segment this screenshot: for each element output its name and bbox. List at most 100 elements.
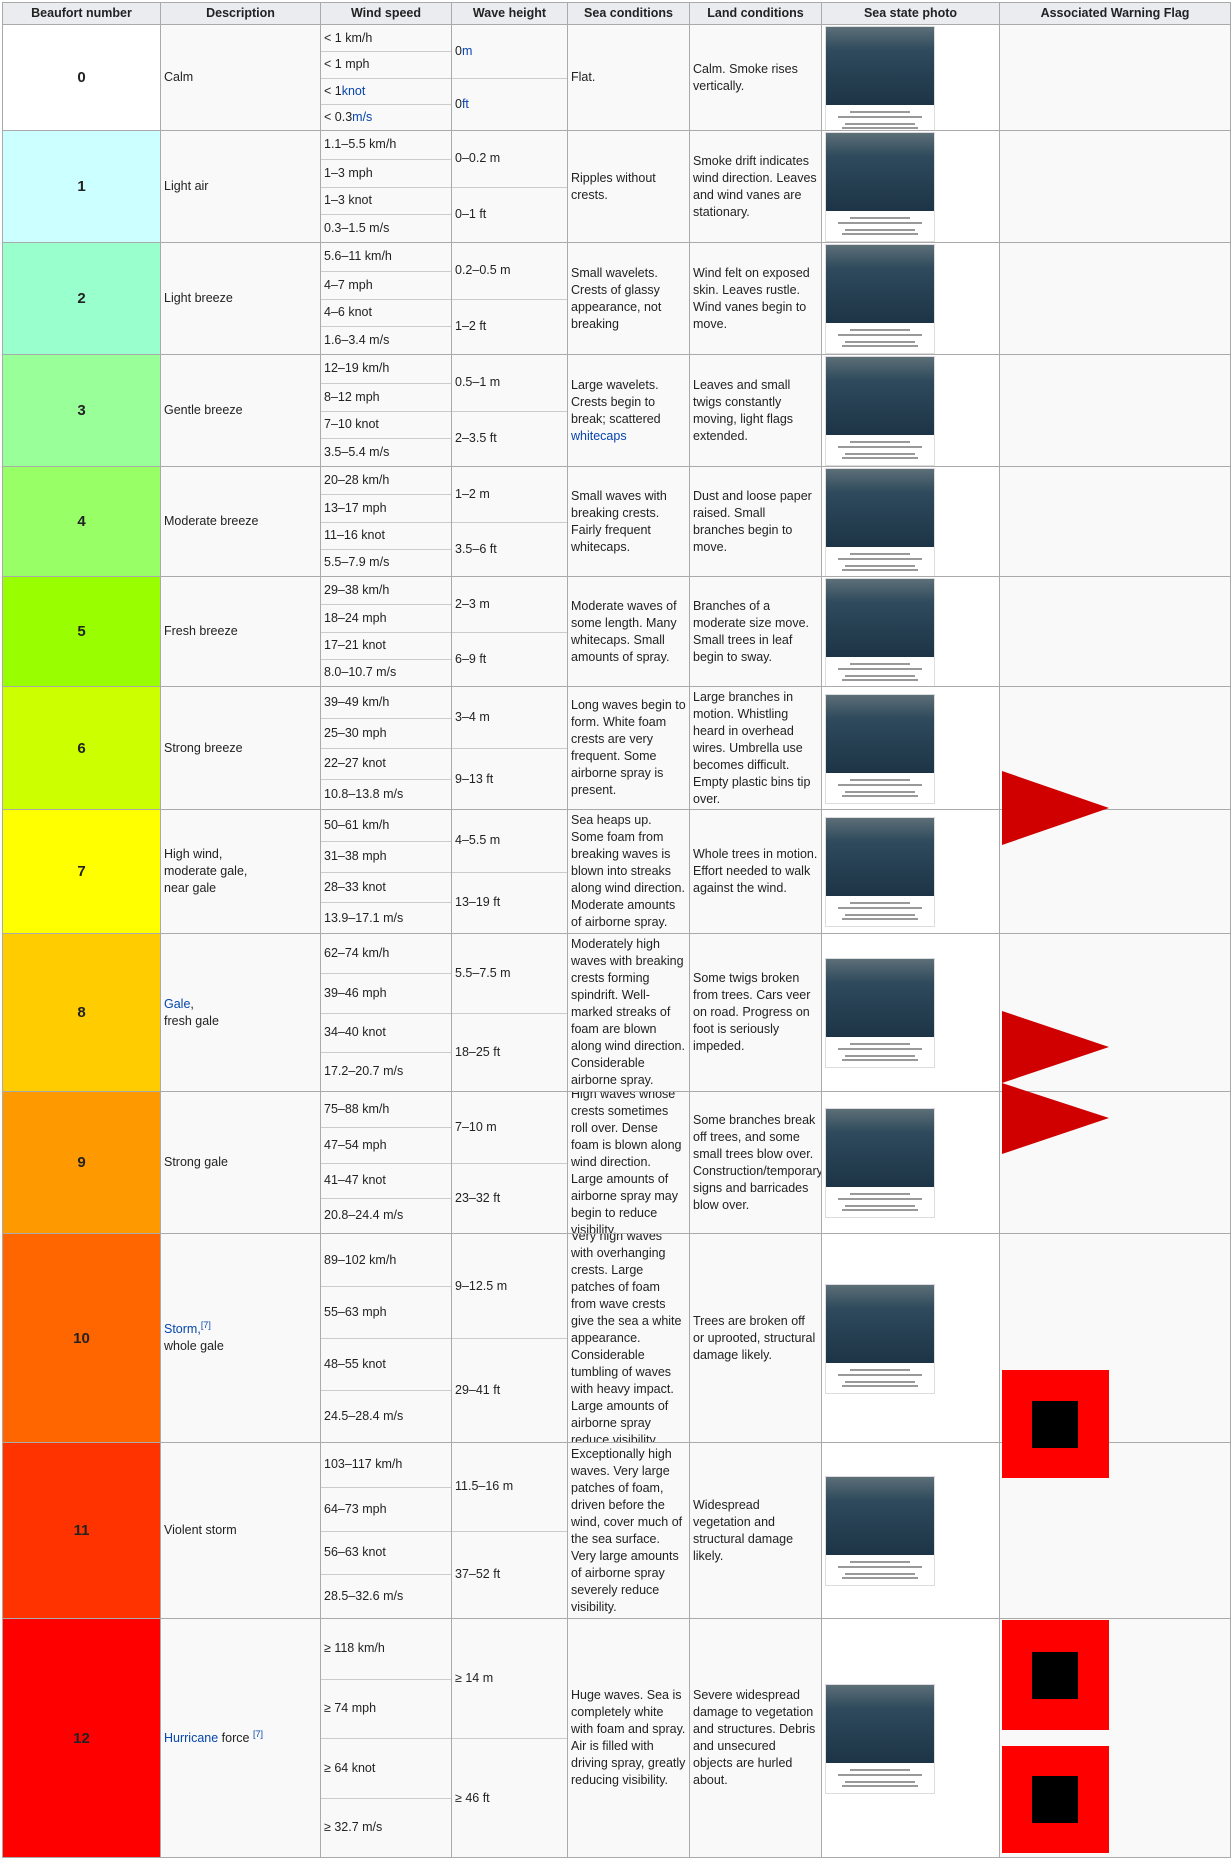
text: 17.2–20.7 m/s — [324, 1064, 404, 1079]
photo-image — [826, 1284, 934, 1363]
sea-conditions-text: Long waves begin to form. White foam cre… — [571, 697, 686, 799]
sea-conditions: Large wavelets. Crests begin to break; s… — [567, 354, 690, 467]
wind-speed: 1.1–5.5 km/h 1–3 mph 1–3 knot 0.3–1.5 m/s — [320, 130, 452, 243]
flag-cell — [999, 686, 1231, 810]
sea-state-photo[interactable] — [826, 818, 934, 926]
wind-speed-value: 89–102 km/h — [321, 1234, 451, 1286]
link[interactable]: whitecaps — [571, 428, 627, 443]
link[interactable]: knot — [341, 83, 366, 98]
wave-height: 3–4 m 9–13 ft — [451, 686, 568, 810]
beaufort-number: 3 — [2, 354, 161, 467]
photo-cell — [821, 130, 1000, 243]
wind-speed: ≥ 118 km/h ≥ 74 mph ≥ 64 knot ≥ 32.7 m/s — [320, 1618, 452, 1858]
wind-speed-value: 18–24 mph — [321, 604, 451, 631]
wave-height-value: 7–10 m — [452, 1092, 567, 1163]
wind-speed-value: 48–55 knot — [321, 1338, 451, 1390]
wind-speed-value: 28–33 knot — [321, 871, 451, 903]
text: 5.6–11 km/h — [324, 249, 392, 264]
sea-conditions: Very high waves with overhanging crests.… — [567, 1233, 690, 1443]
photo-caption-line — [845, 790, 915, 793]
land-conditions-text: Smoke drift indicates wind direction. Le… — [693, 153, 818, 221]
sea-conditions-text: Large wavelets. Crests begin to break; s… — [571, 377, 686, 445]
land-conditions: Branches of a moderate size move. Small … — [689, 576, 822, 687]
text: 75–88 km/h — [324, 1102, 390, 1117]
sea-state-photo[interactable] — [826, 1109, 934, 1217]
wind-speed-value: < 1 mph — [321, 51, 451, 77]
sea-conditions: High waves whose crests sometimes roll o… — [567, 1091, 690, 1234]
link[interactable]: Gale — [164, 996, 191, 1011]
reference[interactable]: [7] — [252, 1728, 263, 1739]
wind-speed-value: 0.3–1.5 m/s — [321, 214, 451, 242]
wave-height-value: 0.2–0.5 m — [452, 243, 567, 299]
wave-height-value: 4–5.5 m — [452, 810, 567, 872]
text: Gentle breeze — [164, 403, 243, 417]
text: 2–3 m — [455, 596, 490, 611]
wave-height: 9–12.5 m 29–41 ft — [451, 1233, 568, 1443]
photo-caption-line — [838, 668, 922, 670]
wind-speed-value: 4–7 mph — [321, 270, 451, 299]
text: Flat. — [571, 70, 596, 84]
text: 41–47 knot — [324, 1173, 386, 1188]
link[interactable]: m/s — [352, 109, 373, 124]
wind-speed: 29–38 km/h 18–24 mph 17–21 knot 8.0–10.7 m/… — [320, 576, 452, 687]
text: 29–38 km/h — [324, 583, 390, 598]
link[interactable]: ft — [461, 96, 469, 111]
text: 17–21 knot — [324, 638, 386, 653]
wave-height-value: ≥ 14 m — [452, 1619, 567, 1738]
text: Wind felt on exposed skin. Leaves rustle… — [693, 265, 810, 331]
text: Calm. Smoke rises vertically. — [693, 61, 798, 93]
photo-caption-line — [850, 1768, 910, 1771]
wind-speed-value: 50–61 km/h — [321, 810, 451, 841]
column-header: Associated Warning Flag — [999, 2, 1231, 25]
link[interactable]: Hurricane — [164, 1730, 219, 1745]
text: ≥ 64 knot — [324, 1760, 376, 1775]
wind-speed-value: ≥ 74 mph — [321, 1678, 451, 1739]
sea-conditions: Moderate waves of some length. Many whit… — [567, 576, 690, 687]
wind-speed: 89–102 km/h 55–63 mph 48–55 knot 24.5–28.4 … — [320, 1233, 452, 1443]
wave-height-value: 6–9 ft — [452, 631, 567, 687]
sea-state-photo[interactable] — [826, 469, 934, 576]
wave-height-value: 5.5–7.5 m — [452, 934, 567, 1013]
photo-image — [826, 959, 934, 1037]
text: Strong gale — [164, 1155, 228, 1169]
sea-state-photo[interactable] — [826, 579, 934, 686]
wave-height-value: 11.5–16 m — [452, 1443, 567, 1531]
wind-speed-value: 75–88 km/h — [321, 1092, 451, 1127]
description-text: Light air — [164, 178, 208, 195]
photo-caption-line — [850, 1043, 910, 1045]
sea-state-photo[interactable] — [826, 133, 934, 241]
wave-height: 0–0.2 m 0–1 ft — [451, 130, 568, 243]
wind-speed-value: 13–17 mph — [321, 494, 451, 521]
text: 12–19 km/h — [324, 361, 390, 376]
photo-caption-line — [842, 345, 918, 347]
text: Strong breeze — [164, 740, 243, 755]
text: 29–41 ft — [455, 1383, 501, 1397]
description-text: Gale, fresh gale — [164, 996, 219, 1030]
description: Calm — [160, 24, 321, 131]
description-text: Calm — [164, 69, 193, 86]
wind-speed-value: 10.8–13.8 m/s — [321, 778, 451, 810]
sea-state-photo[interactable] — [826, 1477, 934, 1585]
sea-state-photo[interactable] — [826, 694, 934, 803]
land-conditions: Some twigs broken from trees. Cars veer … — [689, 933, 822, 1092]
link[interactable]: m — [461, 43, 473, 58]
text: 103–117 km/h — [324, 1457, 403, 1472]
sea-state-photo[interactable] — [826, 245, 934, 353]
photo-caption-line — [845, 1780, 915, 1783]
land-conditions: Large branches in motion. Whistling hear… — [689, 686, 822, 810]
wind-speed-value: 17.2–20.7 m/s — [321, 1051, 451, 1091]
land-conditions-text: Widespread vegetation and structural dam… — [693, 1497, 818, 1565]
text: 8–12 mph — [324, 389, 380, 404]
reference[interactable]: [7] — [200, 1319, 211, 1330]
sea-state-photo[interactable] — [826, 1684, 934, 1793]
sea-conditions-text: Very high waves with overhanging crests.… — [571, 1234, 686, 1442]
wind-speed-value: 103–117 km/h — [321, 1443, 451, 1487]
sea-state-photo[interactable] — [826, 1284, 934, 1393]
sea-state-photo[interactable] — [826, 959, 934, 1067]
link[interactable]: Storm, — [164, 1322, 201, 1336]
land-conditions: Leaves and small twigs constantly moving… — [689, 354, 822, 467]
sea-state-photo[interactable] — [826, 357, 934, 465]
sea-state-photo[interactable] — [826, 27, 934, 130]
land-conditions-text: Branches of a moderate size move. Small … — [693, 598, 818, 666]
